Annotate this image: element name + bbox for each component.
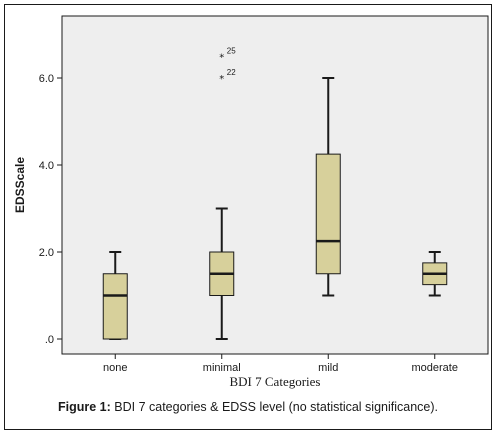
x-tick-label: minimal xyxy=(203,362,241,374)
y-tick-label: 4.0 xyxy=(39,160,54,172)
box-minimal xyxy=(209,207,235,340)
y-tick-label: .0 xyxy=(45,334,54,346)
boxplot-chart: .02.04.06.0 none minimal mild moderate *25*… xyxy=(13,15,489,389)
iqr-box xyxy=(315,153,341,275)
x-axis-title: BDI 7 Categories xyxy=(230,374,321,389)
y-tick-label: 2.0 xyxy=(39,247,54,259)
boxes-group xyxy=(102,77,448,340)
caption-label: Figure 1: xyxy=(57,400,111,414)
caption-text: BDI 7 categories & EDSS level (no statis… xyxy=(110,400,439,414)
outlier-star: * xyxy=(219,74,224,85)
outlier-label: 22 xyxy=(227,68,236,77)
outlier-star: * xyxy=(219,52,224,63)
x-tick-label: mild xyxy=(318,362,338,374)
x-tick-label: moderate xyxy=(412,362,458,374)
box-moderate xyxy=(422,251,448,297)
x-tick-label: none xyxy=(103,362,127,374)
figure-caption: Figure 1: BDI 7 categories & EDSS level … xyxy=(0,400,496,414)
box-none xyxy=(102,251,128,340)
outlier-label: 25 xyxy=(227,46,236,55)
y-tick-label: 6.0 xyxy=(39,73,54,85)
outliers-group: *25*22 xyxy=(219,46,236,85)
x-axis: none minimal mild moderate xyxy=(103,354,458,374)
y-axis: .0 2.0 4.0 6.0 xyxy=(39,73,62,346)
box-mild xyxy=(315,77,341,297)
plot-area xyxy=(61,15,489,355)
y-axis-title: EDSScale xyxy=(13,157,27,213)
iqr-box xyxy=(102,273,128,340)
